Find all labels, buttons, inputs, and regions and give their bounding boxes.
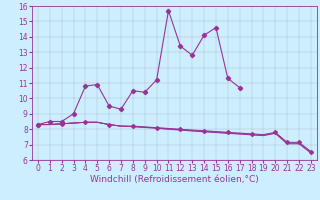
X-axis label: Windchill (Refroidissement éolien,°C): Windchill (Refroidissement éolien,°C): [90, 175, 259, 184]
